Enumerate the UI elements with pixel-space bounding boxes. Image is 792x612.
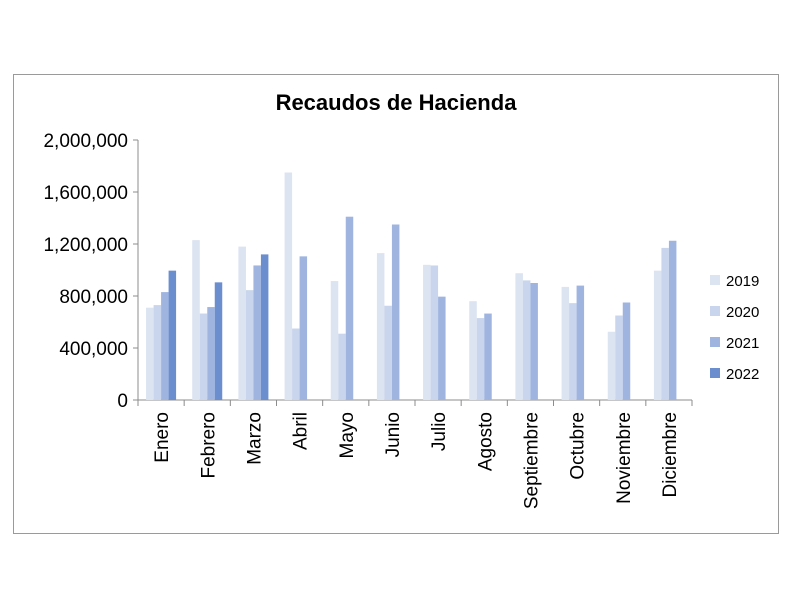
x-tick-label: Octubre — [568, 412, 589, 480]
bar-2019-julio — [423, 264, 431, 400]
bar-2021-marzo — [253, 265, 261, 400]
bar-2020-abril — [292, 328, 300, 400]
bar-2019-junio — [376, 253, 385, 400]
bar-2019-noviembre — [607, 331, 616, 400]
x-axis: Enero Febrero Marzo Abril Mayo Junio Julio Agos… — [137, 399, 693, 509]
bar-2021-octubre — [576, 285, 585, 400]
x-tick-label: Mayo — [337, 412, 358, 458]
x-tick-label: Enero — [152, 412, 173, 463]
bar-2019-marzo — [238, 246, 246, 400]
y-tick-label: 1,200,000 — [43, 235, 128, 256]
bar-2020-agosto — [476, 318, 485, 400]
bar-2019-octubre — [561, 286, 570, 400]
legend-label-2022: 2022 — [726, 366, 759, 383]
bar-2021-enero — [161, 292, 169, 400]
x-tick-label: Junio — [383, 412, 404, 457]
bar-2020-noviembre — [615, 315, 623, 400]
bar-2021-mayo — [345, 216, 354, 400]
bar-2019-enero — [146, 307, 154, 400]
legend-swatch-2021 — [710, 337, 720, 347]
bar-2022-febrero — [214, 282, 223, 400]
bar-2020-mayo — [338, 333, 346, 400]
legend: 2019 2020 2021 2022 — [710, 273, 759, 383]
bar-2020-octubre — [569, 303, 577, 400]
y-tick-label: 400,000 — [59, 339, 128, 360]
y-axis: 0 400,000 800,000 1,200,000 1,600,000 2,000,0… — [43, 131, 139, 412]
bar-2020-marzo — [245, 290, 254, 400]
bar-2021-julio — [438, 296, 446, 400]
bar-2022-marzo — [260, 254, 269, 400]
legend-swatch-2019 — [710, 275, 720, 285]
x-tick-label: Diciembre — [660, 412, 681, 498]
bar-2019-diciembre — [653, 270, 662, 400]
bar-2020-diciembre — [661, 247, 669, 400]
bar-2019-mayo — [330, 281, 339, 400]
bar-2020-enero — [153, 305, 162, 400]
legend-label-2021: 2021 — [726, 335, 759, 352]
bar-2022-enero — [168, 270, 177, 400]
legend-label-2020: 2020 — [726, 304, 759, 321]
x-tick-label: Febrero — [198, 412, 219, 479]
x-tick-label: Julio — [429, 412, 450, 451]
y-tick-label: 800,000 — [59, 287, 128, 308]
bar-2020-junio — [384, 305, 392, 400]
bar-2020-febrero — [199, 313, 208, 400]
bar-2019-febrero — [192, 240, 200, 400]
bar-2021-abril — [299, 256, 308, 400]
bar-2021-junio — [391, 224, 400, 400]
bar-2021-diciembre — [668, 240, 677, 400]
bar-2020-septiembre — [522, 280, 531, 400]
bar-2021-septiembre — [530, 283, 538, 400]
bar-2019-agosto — [469, 301, 477, 400]
chart-title: Recaudos de Hacienda — [276, 90, 518, 115]
bar-2021-agosto — [484, 313, 492, 400]
y-tick-label: 1,600,000 — [43, 183, 128, 204]
x-tick-label: Septiembre — [521, 412, 542, 509]
x-tick-label: Noviembre — [614, 412, 635, 504]
x-tick-label: Abril — [291, 412, 312, 450]
x-tick-label: Marzo — [244, 412, 265, 465]
bar-2021-febrero — [207, 307, 215, 400]
y-tick-label: 2,000,000 — [43, 131, 128, 152]
bar-2020-julio — [430, 265, 439, 400]
legend-swatch-2022 — [710, 368, 720, 378]
bar-2021-noviembre — [622, 302, 631, 400]
bar-2019-abril — [284, 172, 293, 400]
bar-2019-septiembre — [515, 273, 523, 400]
legend-label-2019: 2019 — [726, 273, 759, 290]
y-tick-label: 0 — [117, 391, 128, 412]
bars — [146, 172, 677, 400]
legend-swatch-2020 — [710, 306, 720, 316]
x-tick-label: Agosto — [475, 412, 496, 471]
